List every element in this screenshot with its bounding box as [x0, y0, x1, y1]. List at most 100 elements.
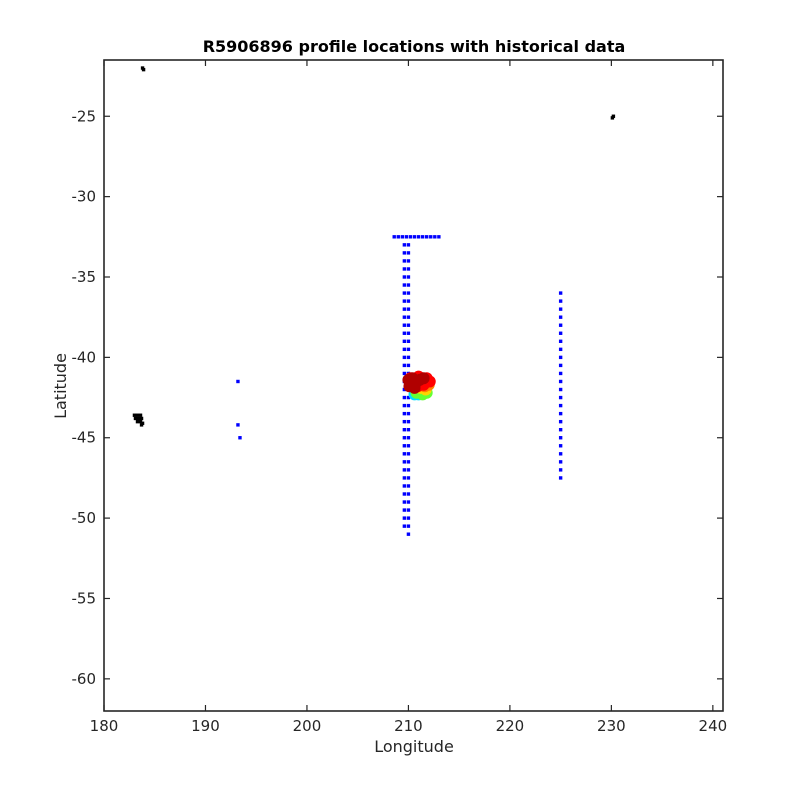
data-point: [406, 500, 411, 504]
data-point: [402, 411, 407, 416]
data-point: [400, 235, 405, 239]
data-point: [406, 251, 411, 255]
data-point: [558, 452, 563, 456]
data-point: [406, 267, 411, 271]
data-point: [402, 444, 407, 448]
data-point: [558, 299, 563, 303]
data-point: [406, 508, 411, 512]
data-point: [558, 428, 563, 432]
data-point: [402, 524, 407, 528]
data-point: [406, 532, 411, 536]
data-point: [406, 452, 411, 456]
data-point: [406, 468, 411, 472]
data-point: [406, 492, 411, 496]
y-tick-label: -40: [72, 348, 97, 366]
y-tick-label: -60: [72, 670, 97, 688]
data-point: [133, 416, 138, 421]
data-point: [406, 355, 411, 360]
data-point: [417, 372, 430, 385]
y-tick-label: -30: [72, 188, 97, 206]
data-point: [236, 379, 240, 384]
data-point: [406, 476, 411, 480]
data-point: [139, 423, 144, 427]
data-point: [433, 235, 437, 239]
series-7: [402, 372, 430, 394]
data-point: [136, 416, 141, 421]
x-tick-label: 240: [699, 717, 728, 735]
data-point: [558, 436, 563, 440]
data-point: [610, 116, 615, 120]
data-point: [406, 339, 411, 343]
x-tick-label: 230: [597, 717, 626, 735]
data-point: [558, 403, 563, 408]
data-point: [402, 395, 407, 400]
data-point: [402, 259, 407, 263]
data-point: [558, 331, 563, 335]
data-point: [558, 323, 563, 327]
data-point: [406, 323, 411, 327]
data-point: [424, 235, 429, 239]
data-point: [402, 516, 407, 520]
data-point: [558, 371, 563, 376]
x-tick-label: 180: [90, 717, 119, 735]
data-point: [406, 299, 411, 303]
data-point: [396, 235, 400, 239]
data-point: [406, 444, 411, 448]
data-point: [406, 275, 411, 279]
data-point: [558, 411, 563, 416]
data-point: [558, 444, 563, 448]
data-point: [402, 347, 407, 352]
data-point: [412, 235, 417, 239]
data-point: [404, 235, 409, 239]
data-point: [402, 339, 407, 343]
data-point: [406, 484, 411, 488]
data-point: [406, 331, 411, 335]
data-point: [558, 379, 563, 384]
x-tick-label: 220: [496, 717, 525, 735]
data-point: [138, 419, 143, 424]
data-point: [406, 307, 411, 311]
data-point: [135, 419, 140, 424]
data-point: [236, 423, 240, 427]
y-tick-label: -45: [72, 429, 97, 447]
data-point: [402, 275, 407, 279]
data-point: [402, 492, 407, 496]
data-point: [558, 363, 563, 368]
data-point: [402, 508, 407, 512]
data-point: [406, 259, 411, 263]
data-point: [408, 381, 421, 394]
axis-ticks: 180 190 200 210 220 230 240 -25 -30 -35 -40 -45 -50 -…: [72, 60, 728, 735]
data-point: [406, 291, 411, 295]
data-point: [558, 355, 563, 360]
data-point: [402, 419, 407, 424]
data-point: [402, 355, 407, 360]
data-points: [132, 66, 616, 536]
x-tick-label: 200: [293, 717, 322, 735]
data-point: [420, 235, 425, 239]
data-point: [558, 476, 563, 480]
data-point: [558, 419, 563, 424]
data-point: [406, 460, 411, 464]
data-point: [406, 363, 411, 368]
data-point: [406, 315, 411, 319]
data-point: [402, 283, 407, 287]
data-point: [406, 403, 411, 408]
data-point: [558, 460, 563, 464]
data-point: [138, 413, 143, 417]
series-1: [236, 235, 563, 536]
data-point: [402, 428, 407, 432]
data-point: [402, 307, 407, 311]
data-point: [429, 235, 433, 239]
data-point: [135, 413, 140, 417]
data-point: [402, 468, 407, 472]
data-point: [402, 476, 407, 480]
y-axis-label: Latitude: [51, 353, 70, 419]
data-point: [416, 235, 421, 239]
data-point: [402, 315, 407, 319]
data-point: [238, 436, 242, 440]
series-0: [132, 66, 616, 427]
data-point: [558, 339, 563, 343]
data-point: [141, 67, 146, 72]
data-point: [558, 347, 563, 352]
data-point: [402, 371, 407, 376]
